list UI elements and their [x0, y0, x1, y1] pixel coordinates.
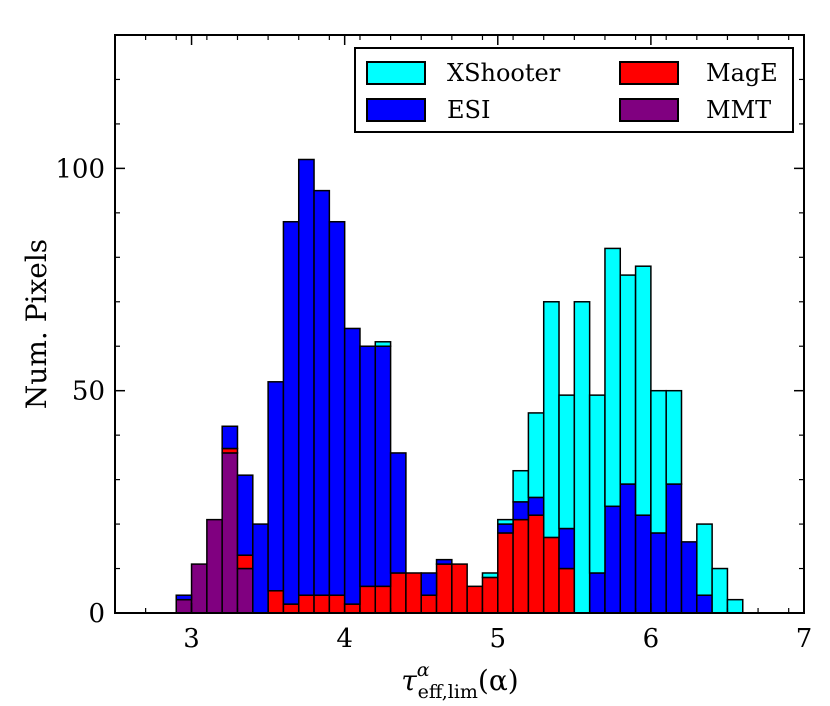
- bar-mmt-1: [190, 563, 208, 614]
- legend-label-esi: ESI: [447, 96, 490, 124]
- bar-mage-25: [558, 567, 576, 614]
- bar-xshooter-13: [374, 341, 392, 347]
- bar-xshooter-30: [634, 265, 652, 516]
- bar-mage-21: [497, 532, 514, 614]
- legend: XShooter MagE ESI MMT: [354, 47, 794, 133]
- x-axis-label-tail: (α): [478, 664, 519, 697]
- bar-xshooter-26: [573, 301, 591, 614]
- tick-labels-layer: 3 4 5 6 7 0 50 100: [55, 154, 812, 654]
- x-axis-label-sup: α: [417, 659, 430, 681]
- bar-mage-4: [236, 554, 254, 570]
- bar-esi-27: [588, 572, 606, 614]
- bar-xshooter-36: [726, 598, 744, 614]
- bar-esi-29: [619, 483, 637, 614]
- bar-mmt-0: [175, 598, 193, 614]
- bar-mmt-3: [221, 452, 239, 614]
- bar-esi-7: [282, 220, 300, 605]
- bar-esi-17: [435, 558, 453, 565]
- x-axis-label-base: τ: [401, 664, 417, 697]
- legend-label-mmt: MMT: [706, 96, 771, 124]
- y-tick-label-50: 50: [72, 377, 105, 407]
- bar-xshooter-22: [512, 469, 530, 503]
- bar-xshooter-31: [650, 389, 667, 534]
- bar-esi-9: [313, 189, 331, 596]
- bar-esi-33: [680, 541, 698, 614]
- x-tick-label-6: 6: [643, 624, 660, 654]
- bar-esi-16: [420, 572, 438, 596]
- legend-label-mage: MagE: [706, 59, 778, 87]
- x-tick-label-7: 7: [796, 624, 813, 654]
- bar-xshooter-20: [481, 572, 499, 579]
- legend-swatch-mmt: [619, 98, 679, 122]
- bar-xshooter-32: [665, 389, 683, 485]
- bar-mmt-4: [236, 567, 254, 614]
- bar-mage-14: [389, 572, 407, 614]
- bar-mage-11: [343, 603, 361, 614]
- bar-xshooter-23: [527, 412, 545, 499]
- y-axis-label: Num. Pixels: [20, 239, 53, 409]
- bar-mmt-2: [206, 518, 223, 614]
- bar-esi-21: [497, 523, 514, 534]
- bar-mage-6: [267, 590, 285, 614]
- bar-esi-28: [604, 505, 622, 614]
- legend-label-xshooter: XShooter: [447, 59, 561, 87]
- bar-mage-18: [451, 563, 468, 614]
- x-tick-label-3: 3: [183, 624, 200, 654]
- bar-esi-11: [343, 327, 361, 605]
- bar-mage-23: [527, 514, 545, 614]
- legend-swatch-mage: [619, 61, 679, 85]
- bar-mage-7: [282, 603, 300, 614]
- bar-mage-12: [359, 585, 377, 614]
- bar-esi-5: [252, 523, 269, 614]
- bar-esi-3: [221, 425, 239, 450]
- bar-mage-15: [405, 572, 422, 614]
- legend-swatch-xshooter: [366, 61, 426, 85]
- bar-esi-14: [389, 452, 407, 574]
- bar-xshooter-29: [619, 274, 637, 485]
- bar-esi-32: [665, 483, 683, 614]
- plot-frame: [114, 34, 805, 614]
- bars-layer: [175, 158, 804, 614]
- bar-esi-13: [374, 345, 392, 588]
- legend-swatch-esi: [366, 98, 426, 122]
- y-tick-label-0: 0: [88, 599, 105, 629]
- bar-esi-10: [328, 220, 346, 596]
- x-tick-label-4: 4: [336, 624, 353, 654]
- x-axis-label: τα eff,lim(α): [401, 659, 518, 703]
- bar-mage-13: [374, 585, 392, 614]
- bar-mage-22: [512, 518, 530, 614]
- bar-mage-16: [420, 594, 438, 614]
- bar-xshooter-34: [696, 523, 713, 596]
- legend-box: [354, 47, 794, 133]
- y-tick-label-100: 100: [55, 154, 105, 184]
- bar-esi-22: [512, 501, 530, 521]
- bar-xshooter-28: [604, 247, 622, 508]
- bar-xshooter-27: [588, 394, 606, 574]
- bar-mage-9: [313, 594, 331, 614]
- bar-mage-8: [297, 594, 315, 614]
- bar-esi-6: [267, 381, 285, 592]
- bar-esi-25: [558, 527, 576, 570]
- bar-xshooter-25: [558, 394, 576, 530]
- bar-esi-34: [696, 594, 713, 614]
- bar-esi-12: [359, 345, 377, 588]
- bar-xshooter-24: [542, 301, 560, 539]
- bar-mage-19: [466, 585, 484, 614]
- x-tick-label-5: 5: [490, 624, 507, 654]
- bar-esi-0: [175, 594, 193, 601]
- bar-esi-8: [297, 158, 315, 596]
- bar-esi-30: [634, 514, 652, 614]
- bar-xshooter-21: [497, 518, 514, 525]
- ticks-layer: [114, 34, 805, 614]
- bar-esi-31: [650, 532, 667, 614]
- bar-xshooter-35: [711, 567, 729, 614]
- bar-esi-23: [527, 496, 545, 516]
- bar-mage-24: [542, 536, 560, 614]
- bar-mage-10: [328, 594, 346, 614]
- bar-mage-20: [481, 576, 499, 614]
- bar-esi-4: [236, 474, 254, 556]
- x-axis-label-sub: eff,lim: [418, 681, 478, 703]
- bar-mage-17: [435, 563, 453, 614]
